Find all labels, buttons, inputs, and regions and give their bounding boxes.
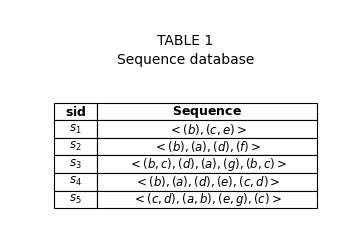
Bar: [54, 103, 97, 120]
Text: $<(b, c), (d), (a), (g), (b, c)>$: $<(b, c), (d), (a), (g), (b, c)>$: [128, 156, 287, 173]
Bar: [97, 120, 317, 138]
Text: $s_5$: $s_5$: [69, 193, 82, 206]
Bar: [97, 103, 317, 120]
Bar: [97, 173, 317, 191]
Text: $s_1$: $s_1$: [69, 123, 82, 136]
Bar: [97, 191, 317, 208]
Bar: [97, 138, 317, 155]
Text: $s_2$: $s_2$: [69, 140, 82, 153]
Bar: [54, 138, 97, 155]
Bar: [54, 173, 97, 191]
Bar: [54, 120, 97, 138]
Text: $<(c, d), (a, b), (e, g), (c)>$: $<(c, d), (a, b), (e, g), (c)>$: [132, 191, 282, 208]
Bar: [54, 155, 97, 173]
Text: $s_4$: $s_4$: [69, 175, 82, 188]
Text: Sequence database: Sequence database: [117, 53, 254, 67]
Text: $\mathbf{Sequence}$: $\mathbf{Sequence}$: [172, 104, 242, 119]
Bar: [97, 155, 317, 173]
Text: TABLE 1: TABLE 1: [157, 34, 214, 48]
Bar: [54, 191, 97, 208]
Text: $s_3$: $s_3$: [69, 158, 82, 171]
Text: $<(b), (c, e)>$: $<(b), (c, e)>$: [168, 122, 247, 137]
Text: $<(b), (a), (d), (e), (c, d)>$: $<(b), (a), (d), (e), (c, d)>$: [134, 174, 281, 189]
Text: $\mathbf{sid}$: $\mathbf{sid}$: [65, 104, 86, 119]
Text: $<(b), (a), (d), (f)>$: $<(b), (a), (d), (f)>$: [153, 139, 261, 154]
